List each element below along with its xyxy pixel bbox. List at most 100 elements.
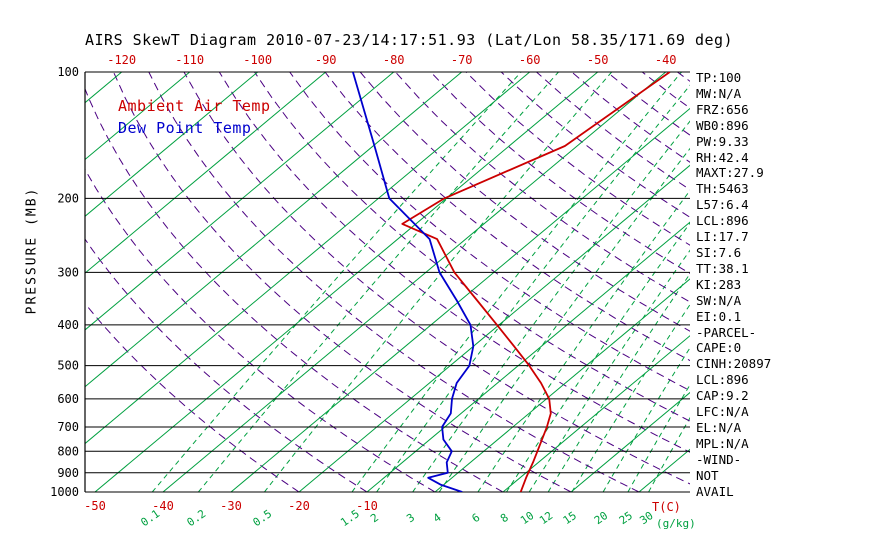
pressure-tick-label: 300 <box>57 265 79 279</box>
stat-line: LCL:896 <box>696 372 749 388</box>
mixing-ratio-line <box>351 72 682 492</box>
stat-line: LFC:N/A <box>696 404 749 420</box>
top-temp-tick-label: -40 <box>655 53 677 67</box>
legend-dew-point-label: Dew Point Temp <box>118 119 252 137</box>
mixing-ratio-tick-label: 2 <box>368 511 381 525</box>
bottom-temp-tick-label: -10 <box>356 499 378 513</box>
mixing-ratio-tick-label: 6 <box>469 511 482 525</box>
pressure-axis-label: PRESSURE (MB) <box>24 186 40 315</box>
top-temp-tick-label: -70 <box>451 53 473 67</box>
mixing-ratio-tick-label: 3 <box>404 511 417 525</box>
top-temp-tick-label: -110 <box>175 53 204 67</box>
top-temp-tick-label: -50 <box>587 53 609 67</box>
dry-adiabat-line <box>85 168 436 492</box>
dry-adiabat-line <box>183 72 690 485</box>
dry-adiabat-line <box>395 72 690 303</box>
stat-line: CAPE:0 <box>696 340 742 356</box>
top-temp-tick-label: -90 <box>315 53 337 67</box>
stat-line: AVAIL <box>696 483 734 499</box>
mixing-ratio-line <box>376 84 690 492</box>
mixing-ratio-tick-label: 0.5 <box>251 507 275 529</box>
dry-adiabat-line <box>289 72 690 392</box>
stat-line: MW:N/A <box>696 85 742 101</box>
stat-line: WB0:896 <box>696 117 749 133</box>
stat-line: SI:7.6 <box>696 244 742 260</box>
isotherm-line <box>570 391 690 492</box>
stat-line: KI:283 <box>696 276 742 292</box>
mixing-ratio-tick-label: 8 <box>498 511 511 525</box>
top-temp-tick-label: -80 <box>383 53 405 67</box>
isotherm-line <box>85 72 327 274</box>
stat-line: LCL:896 <box>696 213 749 229</box>
stat-line: TT:38.1 <box>696 260 749 276</box>
chart-title: AIRS SkewT Diagram 2010-07-23/14:17:51.9… <box>85 31 734 49</box>
stat-line: LI:17.7 <box>696 229 749 245</box>
top-temp-tick-label: -120 <box>107 53 136 67</box>
pressure-tick-label: 500 <box>57 359 79 373</box>
mixing-ratio-line <box>412 120 690 492</box>
mixing-ratio-line <box>602 346 690 492</box>
dew-point-temp-curve <box>352 72 475 492</box>
pressure-tick-label: 600 <box>57 392 79 406</box>
stat-line: TP:100 <box>696 70 742 85</box>
isotherm-line <box>85 72 259 217</box>
mixing-ratio-tick-label: 10 <box>518 509 536 527</box>
bottom-temp-tick-label: -30 <box>220 499 242 513</box>
isotherm-line <box>298 164 690 492</box>
pressure-tick-label: 200 <box>57 191 79 205</box>
mixing-ratio-line <box>528 249 690 492</box>
mixing-ratio-tick-label: 15 <box>561 509 579 527</box>
isotherm-line <box>85 72 531 445</box>
stat-line: EL:N/A <box>696 419 742 435</box>
stat-line: L57:6.4 <box>696 197 749 213</box>
dry-adiabat-line <box>85 238 368 492</box>
stat-line: SW:N/A <box>696 292 742 308</box>
isotherm-line <box>85 72 395 331</box>
dry-adiabat-line <box>430 72 690 275</box>
pressure-tick-label: 400 <box>57 318 79 332</box>
stat-line: MPL:N/A <box>696 435 749 451</box>
isotherm-line <box>434 278 690 492</box>
pressure-tick-label: 1000 <box>50 485 79 499</box>
pressure-tick-label: 700 <box>57 420 79 434</box>
pressure-tick-label: 900 <box>57 466 79 480</box>
stat-line: MAXT:27.9 <box>696 165 764 181</box>
stat-line: PW:9.33 <box>696 133 749 149</box>
mixing-ratio-tick-label: 30 <box>637 509 655 527</box>
bottom-temp-tick-label: -20 <box>288 499 310 513</box>
stat-line: CAP:9.2 <box>696 388 749 404</box>
bottom-temp-tick-label: -50 <box>84 499 106 513</box>
pressure-tick-label: 100 <box>57 65 79 79</box>
mixing-ratio-line <box>506 222 690 492</box>
mixing-ratio-tick-label: 12 <box>537 509 555 527</box>
stat-line: -WIND- <box>696 451 742 467</box>
isotherm-line <box>85 72 463 388</box>
dry-adiabat-line <box>148 72 640 492</box>
stat-line: FRZ:656 <box>696 101 749 117</box>
isotherm-line <box>502 335 690 492</box>
pressure-tick-label: 800 <box>57 444 79 458</box>
isotherm-line <box>85 72 191 161</box>
legend-air-temp-label: Ambient Air Temp <box>118 97 271 115</box>
stats-panel: TP:100 MW:N/A FRZ:656 WB0:896 PW:9.33 RH:42.4… <box>696 70 771 499</box>
mixing-ratio-line <box>477 189 690 492</box>
top-temp-tick-label: -60 <box>519 53 541 67</box>
dry-adiabat-line <box>359 72 690 332</box>
dry-adiabat-line <box>218 72 690 453</box>
temp-unit-label: T(C) <box>652 500 681 514</box>
dry-adiabat-line <box>85 87 504 492</box>
mixing-ratio-line <box>264 72 613 492</box>
stat-line: TH:5463 <box>696 181 749 197</box>
bottom-temp-tick-label: -40 <box>152 499 174 513</box>
mixing-ratio-line <box>198 72 559 492</box>
mixing-ratio-line <box>151 72 522 492</box>
stat-line: NOT <box>696 467 719 483</box>
dry-adiabat-line <box>113 72 572 492</box>
dry-adiabat-line <box>465 72 690 246</box>
mixing-ratio-tick-label: 0.2 <box>185 507 209 529</box>
mixing-ratio-tick-label: 25 <box>617 509 635 527</box>
stat-line: CINH:20897 <box>696 356 772 372</box>
isotherm-line <box>162 72 667 492</box>
